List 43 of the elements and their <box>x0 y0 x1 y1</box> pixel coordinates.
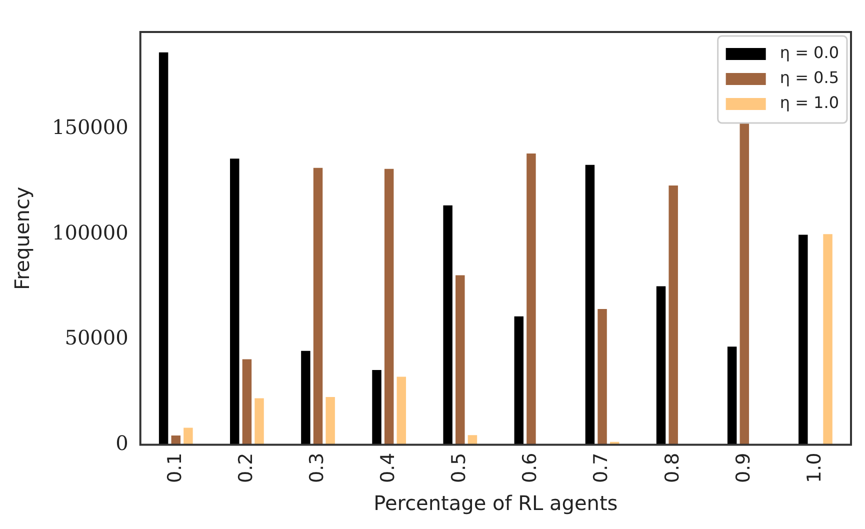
x-axis-title: Percentage of RL agents <box>374 491 618 516</box>
bar <box>372 370 382 445</box>
bar <box>301 350 310 445</box>
x-tick-label: 0.8 <box>661 452 684 483</box>
y-tick-label: 50000 <box>64 326 128 350</box>
x-tick-label: 0.2 <box>234 452 257 483</box>
bar <box>740 122 750 445</box>
bar <box>158 52 168 445</box>
x-tick-label: 0.5 <box>448 452 470 483</box>
bar <box>727 346 737 445</box>
bar <box>668 186 678 445</box>
x-tick-label: 0.4 <box>377 452 400 483</box>
bar <box>598 308 607 445</box>
x-tick-label: 0.3 <box>306 452 328 483</box>
bar <box>326 396 335 445</box>
bar <box>526 154 536 445</box>
bar <box>456 275 465 445</box>
bar <box>468 435 478 445</box>
bar <box>384 168 394 445</box>
x-tick-label: 0.7 <box>590 452 612 483</box>
bar <box>443 205 452 445</box>
x-tick-label: 0.9 <box>732 452 754 483</box>
bar <box>585 164 595 445</box>
x-tick-label: 0.6 <box>519 452 542 483</box>
bar <box>184 428 193 445</box>
bar <box>396 376 406 445</box>
legend-label: η = 0.0 <box>780 43 840 62</box>
y-tick-label: 0 <box>116 430 128 455</box>
legend-label: η = 1.0 <box>780 93 840 112</box>
bar <box>823 234 832 445</box>
bar <box>313 168 323 445</box>
bar <box>242 359 252 445</box>
bar <box>798 234 808 445</box>
y-tick-label: 100000 <box>52 220 128 244</box>
bar <box>656 286 666 445</box>
y-axis-title: Frequency <box>10 186 34 290</box>
legend-label: η = 0.5 <box>780 68 840 88</box>
x-tick-label: 0.1 <box>164 452 186 483</box>
x-tick-label: 1.0 <box>803 452 826 483</box>
bar <box>514 316 524 445</box>
y-tick-label: 150000 <box>52 115 128 140</box>
bar <box>254 398 264 445</box>
bar <box>230 158 240 445</box>
